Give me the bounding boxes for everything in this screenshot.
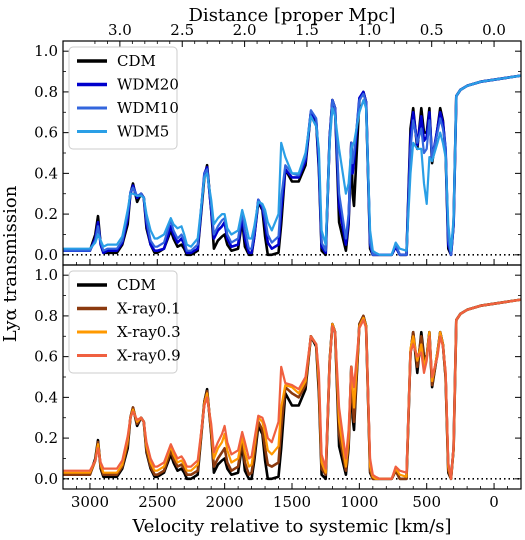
y-tick-label: 1.0 (34, 266, 58, 284)
y-tick-label: 0.6 (34, 348, 58, 366)
legend-label: X-ray0.3 (117, 323, 181, 341)
y-tick-label: 0.6 (34, 124, 58, 142)
series-line-wdm5 (63, 74, 521, 256)
y-tick-label: 0.0 (34, 246, 58, 264)
x-axis-label: Velocity relative to systemic [km/s] (131, 516, 451, 537)
series-lines (63, 74, 521, 257)
panel-2: 0.0 0.2 0.4 0.6 0.8 1.0 3000 2500 2000 1500 1000 50… (34, 264, 522, 511)
x-tick-label: 500 (412, 493, 441, 511)
top-tick-label: 3.0 (108, 21, 132, 39)
y-tick-label: 1.0 (34, 42, 58, 60)
legend-label: WDM20 (117, 76, 179, 94)
panel-1: 0.0 0.2 0.4 0.6 0.8 1.0 3.0 2.5 2.0 1.5 1.0 0.5 0.0 C… (34, 21, 522, 266)
legend-label: CDM (117, 52, 156, 70)
legend-label: WDM10 (117, 99, 179, 117)
series-line-x-ray0-9 (63, 298, 521, 480)
y-tick-label: 0.4 (34, 164, 58, 182)
x-tick-label: 3000 (71, 493, 109, 511)
x-tick-label: 2500 (138, 493, 176, 511)
top-tick-label: 2.0 (233, 21, 257, 39)
y-tick-label: 0.4 (34, 388, 58, 406)
top-tick-label: 2.5 (170, 21, 194, 39)
y-tick-label: 0.8 (34, 83, 58, 101)
y-tick-label: 0.2 (34, 205, 58, 223)
x-tick-label: 0 (489, 493, 499, 511)
legend-label: X-ray0.1 (117, 300, 181, 318)
legend-label: CDM (117, 276, 156, 294)
top-tick-label: 1.0 (357, 21, 381, 39)
legend-label: WDM5 (117, 123, 169, 141)
y-tick-label: 0.2 (34, 429, 58, 447)
series-line-wdm10 (63, 74, 521, 256)
series-line-x-ray0-3 (63, 298, 521, 480)
legend-box (68, 270, 178, 374)
y-axis-label: Lyα transmission (0, 185, 21, 342)
legend-box (68, 46, 178, 150)
y-tick-label: 0.8 (34, 307, 58, 325)
x-tick-label: 2000 (206, 493, 244, 511)
x-tick-label: 1000 (340, 493, 378, 511)
series-lines (63, 298, 521, 481)
y-tick-label: 0.0 (34, 470, 58, 488)
x-tick-label: 1500 (273, 493, 311, 511)
top-axis-label: Distance [proper Mpc] (189, 5, 396, 26)
top-tick-label: 0.0 (482, 21, 506, 39)
top-tick-label: 1.5 (295, 21, 319, 39)
legend-label: X-ray0.9 (117, 347, 181, 365)
top-tick-label: 0.5 (420, 21, 444, 39)
